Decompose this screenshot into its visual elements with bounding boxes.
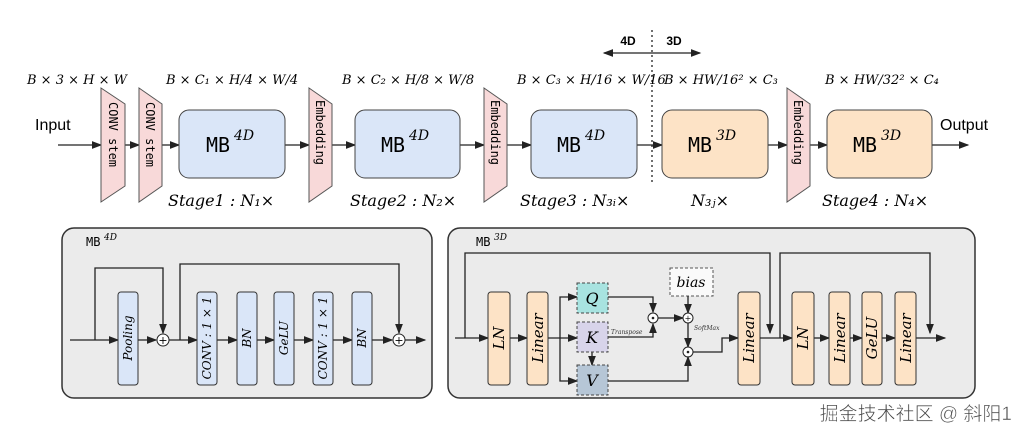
mb4d-panel: MB 4D + + Pooling CONV : 1 × 1 BN GeLU C… bbox=[61, 227, 433, 399]
svg-text:+: + bbox=[394, 334, 403, 347]
stage1-mb4d: MB 4D bbox=[178, 109, 286, 179]
shape-3d: B × HW/16² × C₃ bbox=[663, 73, 778, 88]
pooling-block: Pooling bbox=[121, 315, 135, 361]
mb4d-title: MB bbox=[86, 235, 100, 249]
mb-label: MB bbox=[557, 133, 581, 157]
mb-sup: 4D bbox=[584, 128, 605, 144]
stage3j-label: N₃ⱼ× bbox=[690, 191, 729, 210]
q-box bbox=[576, 282, 609, 314]
mb-label: MB bbox=[853, 133, 877, 157]
embedding-label: Embedding bbox=[488, 100, 502, 165]
conv1x1-block: CONV : 1 × 1 bbox=[200, 297, 214, 380]
shape-stage1: B × C₁ × H/4 × W/4 bbox=[165, 73, 298, 88]
mb-sup: 4D bbox=[408, 128, 429, 144]
label-3d: 3D bbox=[666, 34, 682, 48]
mb3d-panel: MB 3D Transpose bias + SoftMax Q K V LN bbox=[447, 227, 976, 399]
embedding-3: Embedding bbox=[786, 87, 811, 203]
linear-block: Linear bbox=[529, 312, 547, 363]
mb-label: MB bbox=[381, 133, 405, 157]
stage3-label: Stage3 : N₃ᵢ× bbox=[520, 191, 629, 210]
shape-stage4: B × HW/32² × C₄ bbox=[824, 73, 939, 88]
conv1x1-block: CONV : 1 × 1 bbox=[316, 297, 330, 380]
mb-sup: 3D bbox=[881, 128, 901, 144]
v-label: V bbox=[586, 371, 599, 390]
bn-block: BN bbox=[355, 328, 369, 349]
embedding-label: Embedding bbox=[313, 100, 327, 165]
tensor-shapes: B × 3 × H × W B × C₁ × H/4 × W/4 B × C₂ … bbox=[26, 73, 939, 88]
v-box bbox=[576, 364, 609, 396]
stage4-label: Stage4 : N₄× bbox=[822, 191, 928, 210]
bias-box bbox=[669, 267, 714, 297]
ffn-gelu-block: GeLU bbox=[863, 315, 881, 359]
bn-block: BN bbox=[240, 328, 254, 349]
bias-label: bias bbox=[677, 275, 706, 291]
transpose-label: Transpose bbox=[611, 329, 643, 336]
shape-input: B × 3 × H × W bbox=[26, 73, 129, 88]
mb-label: MB bbox=[688, 133, 712, 157]
mb-label: MB bbox=[206, 133, 230, 157]
mb-sup: 3D bbox=[716, 128, 736, 144]
shape-stage3: B × C₃ × H/16 × W/16 bbox=[516, 73, 666, 88]
mb-sup: 4D bbox=[233, 128, 254, 144]
mb4d-sup: 4D bbox=[103, 233, 117, 243]
stage3-mb3d: MB 3D bbox=[661, 109, 769, 179]
svg-text:+: + bbox=[158, 334, 167, 347]
input-label: Input bbox=[35, 117, 71, 134]
ffn-ln-block: LN bbox=[794, 326, 812, 351]
ffn-linear-block: Linear bbox=[831, 312, 849, 363]
ln-block: LN bbox=[490, 326, 508, 351]
linear-block: Linear bbox=[740, 312, 758, 363]
conv-stem-label: CONV stem bbox=[106, 102, 120, 167]
mb3d-title: MB bbox=[476, 235, 490, 249]
watermark: 掘金技术社区 @ 斜阳1 bbox=[820, 403, 1012, 425]
embedding-2: Embedding bbox=[483, 87, 508, 203]
stage4-mb3d: MB 3D bbox=[826, 109, 933, 179]
svg-text:+: + bbox=[685, 314, 692, 323]
stage2-mb4d: MB 4D bbox=[354, 109, 461, 179]
stage1-label: Stage1 : N₁× bbox=[168, 191, 274, 210]
dimension-indicator: 4D 3D bbox=[602, 30, 702, 182]
embedding-label: Embedding bbox=[791, 100, 805, 165]
conv-stem-label: CONV stem bbox=[143, 102, 157, 167]
q-label: Q bbox=[585, 289, 598, 308]
k-box bbox=[576, 321, 609, 353]
stage3-mb4d: MB 4D bbox=[530, 109, 638, 179]
gelu-block: GeLU bbox=[277, 320, 291, 355]
label-4d: 4D bbox=[620, 34, 636, 48]
softmax-label: SoftMax bbox=[694, 325, 720, 332]
shape-stage2: B × C₂ × H/8 × W/8 bbox=[341, 73, 474, 88]
mb3d-sup: 3D bbox=[494, 233, 507, 243]
embedding-1: Embedding bbox=[308, 87, 333, 203]
output-label: Output bbox=[940, 117, 989, 134]
conv-stem-1: CONV stem bbox=[100, 87, 126, 203]
stage-labels: Stage1 : N₁× Stage2 : N₂× Stage3 : N₃ᵢ× … bbox=[168, 191, 928, 210]
ffn-linear-block: Linear bbox=[897, 312, 915, 363]
k-label: K bbox=[585, 328, 599, 347]
conv-stem-2: CONV stem bbox=[138, 87, 163, 203]
stage2-label: Stage2 : N₂× bbox=[350, 191, 456, 210]
